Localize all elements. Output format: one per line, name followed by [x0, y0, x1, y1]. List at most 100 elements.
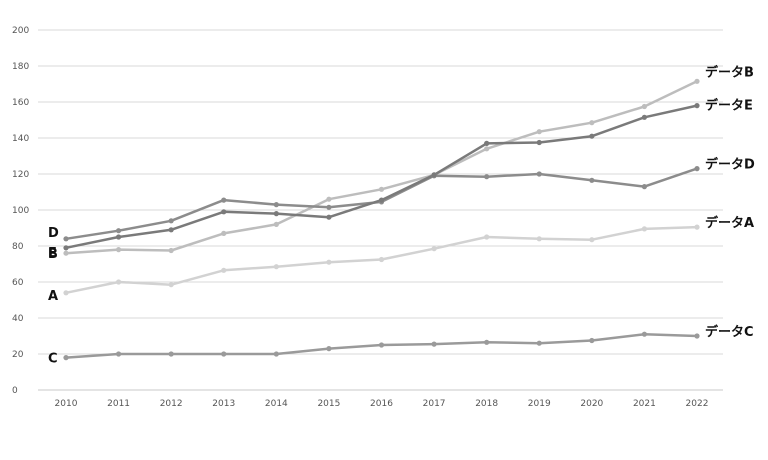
data-point — [273, 351, 279, 357]
data-point — [536, 171, 542, 177]
x-tick-label: 2012 — [160, 399, 183, 409]
series-line — [64, 80, 699, 255]
data-point — [589, 133, 595, 139]
data-point — [221, 197, 227, 203]
data-point — [694, 78, 700, 84]
y-tick-label: 40 — [12, 314, 24, 324]
data-point — [326, 214, 332, 220]
data-point — [63, 355, 69, 361]
data-point — [694, 103, 700, 109]
data-point — [694, 224, 700, 230]
data-point — [378, 197, 385, 203]
x-tick-label: 2014 — [265, 399, 288, 409]
y-tick-label: 80 — [12, 242, 24, 252]
data-point — [326, 196, 332, 202]
data-point — [115, 228, 122, 234]
data-point — [641, 331, 648, 337]
data-point — [378, 342, 385, 348]
data-point — [115, 351, 122, 357]
data-point — [589, 177, 595, 183]
x-tick-label: 2017 — [423, 399, 446, 409]
data-point — [63, 245, 69, 251]
series-start-label: A — [48, 289, 58, 304]
y-tick-label: 120 — [12, 170, 29, 180]
series-start-label: B — [48, 247, 58, 262]
x-tick-label: 2022 — [686, 399, 709, 409]
data-point — [115, 234, 122, 240]
data-point — [431, 246, 437, 252]
data-point — [536, 236, 542, 242]
x-tick-label: 2016 — [370, 399, 393, 409]
data-point — [168, 227, 174, 233]
series-end-label: データD — [705, 157, 755, 173]
data-point — [431, 341, 437, 347]
data-point — [273, 264, 279, 270]
series-end-label: データA — [705, 215, 754, 231]
series-end-label: データE — [705, 98, 753, 114]
x-tick-label: 2021 — [633, 399, 656, 409]
x-tick-label: 2010 — [55, 399, 78, 409]
data-point — [221, 267, 227, 273]
data-point — [589, 237, 595, 243]
data-point — [536, 340, 542, 346]
data-point — [536, 139, 542, 146]
data-point — [63, 290, 69, 296]
series-end-label: データB — [705, 64, 754, 80]
data-point — [63, 250, 69, 256]
series-end-label: データC — [705, 324, 754, 340]
y-tick-label: 60 — [12, 278, 24, 288]
data-point — [273, 211, 279, 217]
data-point — [484, 339, 490, 345]
y-tick-label: 180 — [12, 62, 29, 72]
data-point — [168, 282, 174, 288]
data-point — [63, 236, 69, 242]
data-point — [484, 174, 490, 180]
data-point — [221, 230, 227, 236]
data-point — [641, 103, 648, 110]
data-point — [273, 202, 279, 208]
series-start-label: D — [48, 226, 59, 241]
series-labels: A データA B データB C データC D データD E データE — [48, 64, 755, 366]
series-start-label: C — [48, 352, 58, 367]
data-point — [168, 247, 174, 254]
x-tick-label: 2020 — [580, 399, 603, 409]
series-points — [63, 78, 700, 361]
series-lines — [64, 80, 699, 359]
x-tick-label: 2011 — [107, 399, 130, 409]
data-point — [431, 172, 437, 178]
data-point — [221, 209, 227, 215]
y-tick-label: 100 — [12, 206, 29, 216]
data-point — [326, 346, 332, 352]
data-point — [326, 259, 332, 265]
x-tick-label: 2013 — [212, 399, 235, 409]
data-point — [589, 120, 595, 126]
data-point — [115, 279, 122, 285]
series-line — [64, 104, 699, 250]
x-tick-label: 2018 — [475, 399, 498, 409]
data-point — [484, 140, 490, 146]
data-point — [536, 129, 542, 135]
data-point — [694, 333, 700, 339]
data-point — [641, 226, 648, 232]
x-tick-label: 2015 — [317, 399, 340, 409]
data-point — [641, 184, 648, 190]
data-point — [378, 256, 385, 263]
data-point — [168, 218, 174, 224]
data-point — [484, 146, 490, 152]
series-start-label: E — [48, 246, 57, 261]
y-tick-label: 200 — [12, 26, 29, 36]
data-point — [641, 114, 648, 120]
data-point — [115, 247, 122, 253]
data-point — [273, 221, 279, 227]
data-point — [694, 166, 700, 172]
data-point — [484, 234, 490, 240]
data-point — [221, 351, 227, 357]
y-tick-label: 160 — [12, 98, 29, 108]
y-tick-label: 140 — [12, 134, 29, 144]
x-axis-ticks: 2010 2011 2012 2013 2014 2015 2016 2017 2018 2019… — [55, 399, 709, 409]
data-point — [378, 186, 385, 192]
x-tick-label: 2019 — [528, 399, 551, 409]
y-tick-label: 20 — [12, 350, 24, 360]
data-point — [168, 351, 174, 357]
